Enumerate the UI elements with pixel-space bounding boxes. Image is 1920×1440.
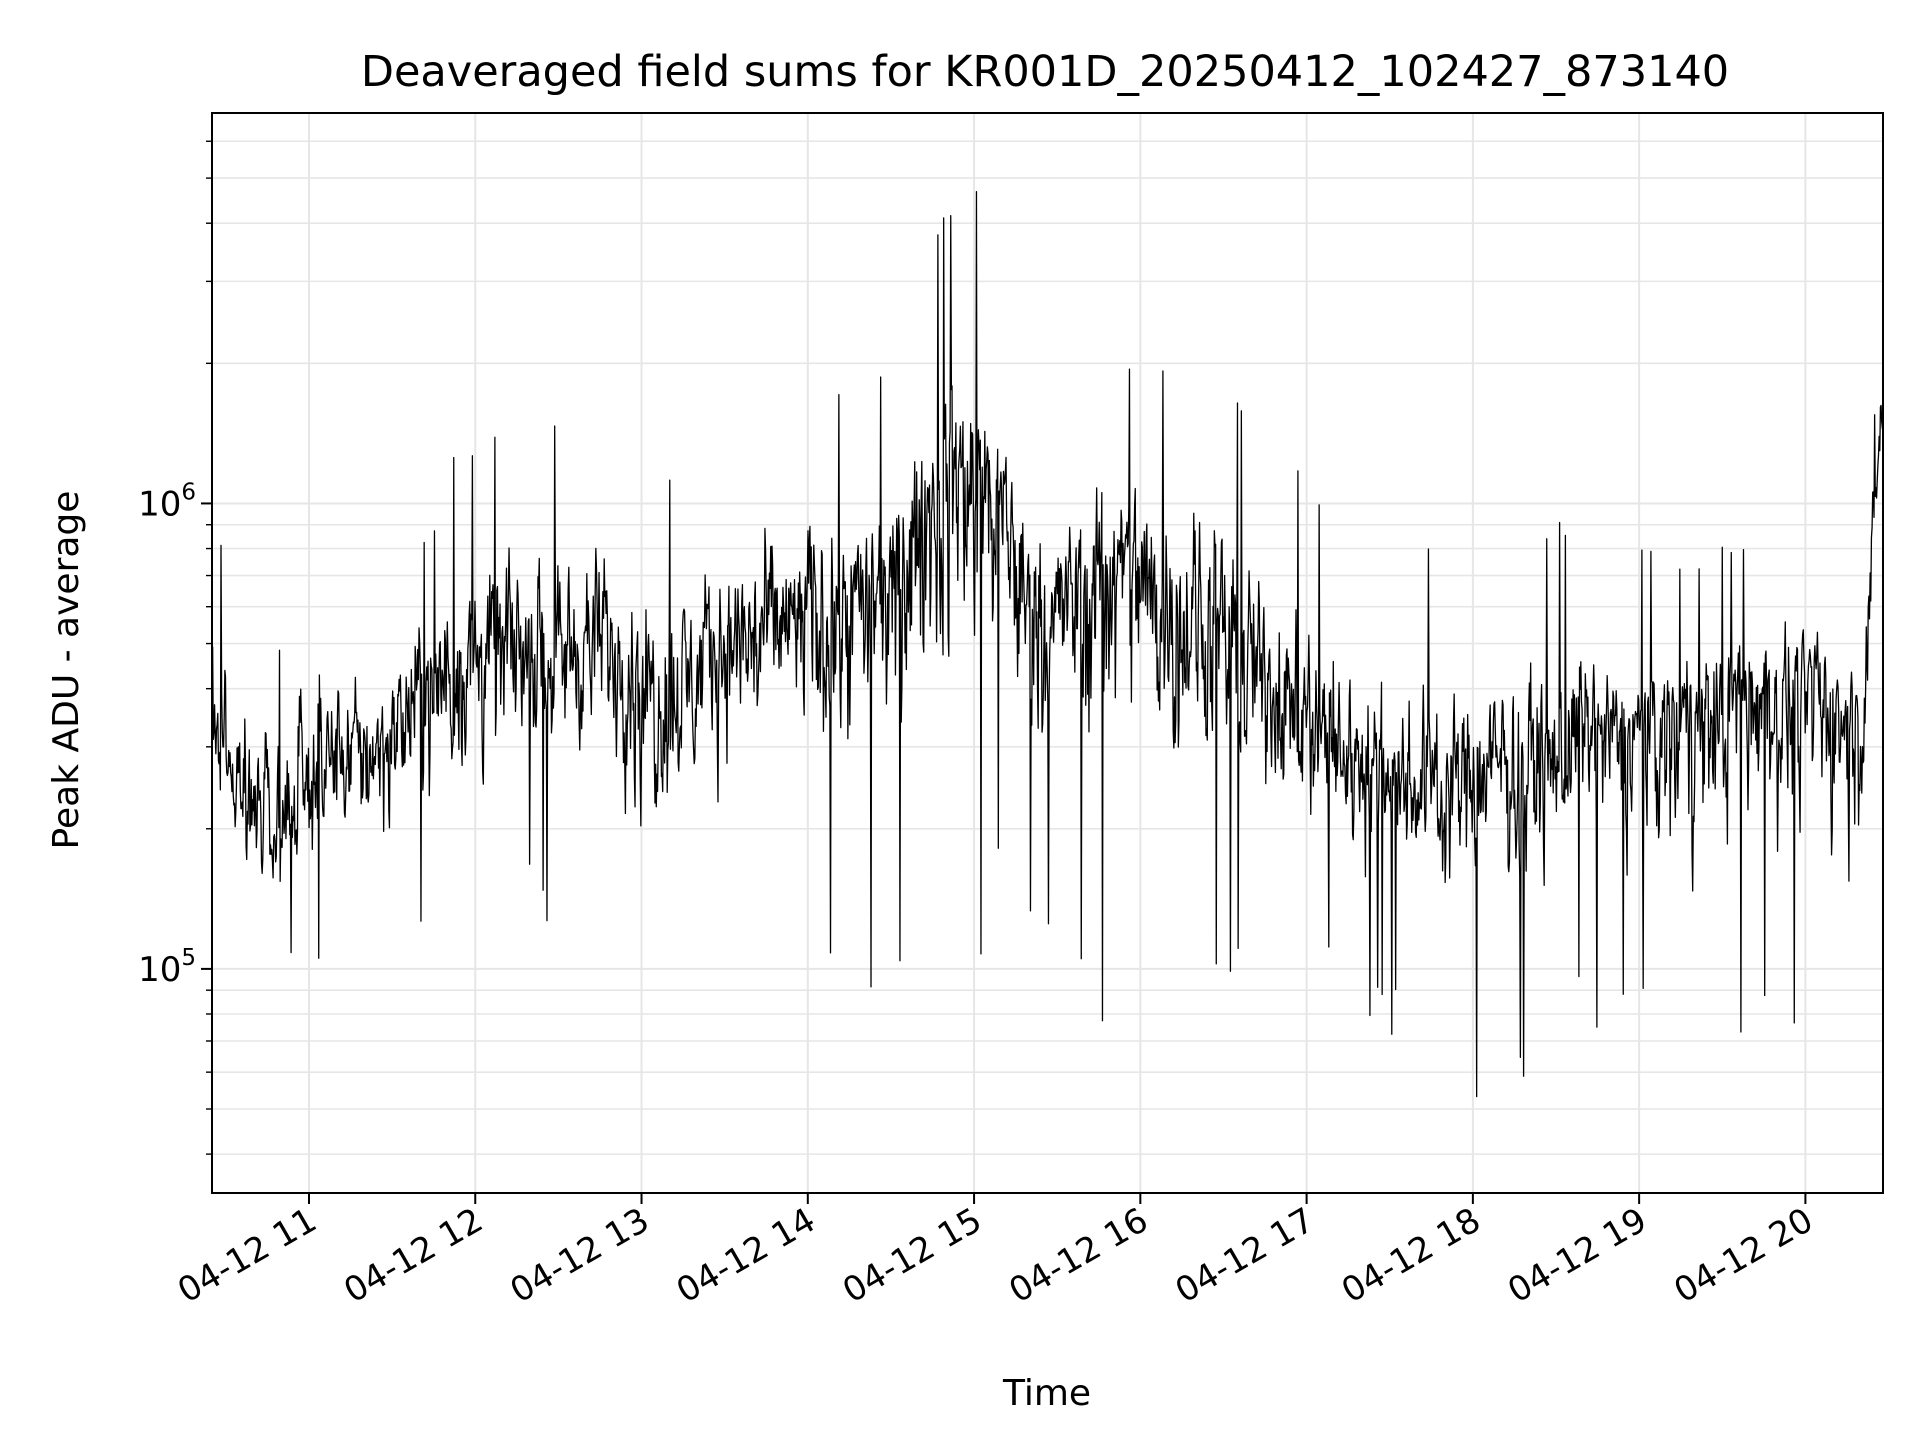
series-line [211,191,1884,1098]
data-series-group [211,191,1884,1098]
y-axis-label: Peak ADU - average [46,491,87,850]
y-tick-label: 105 [138,945,196,990]
y-tick-label: 106 [138,479,196,524]
plot-frame [211,112,1884,1194]
chart-title: Deaveraged field sums for KR001D_2025041… [361,47,1729,97]
plot-area [212,113,1883,1193]
x-axis-label: Time [1002,1373,1091,1414]
y-axis-ticks: 105 106 [138,140,212,1155]
